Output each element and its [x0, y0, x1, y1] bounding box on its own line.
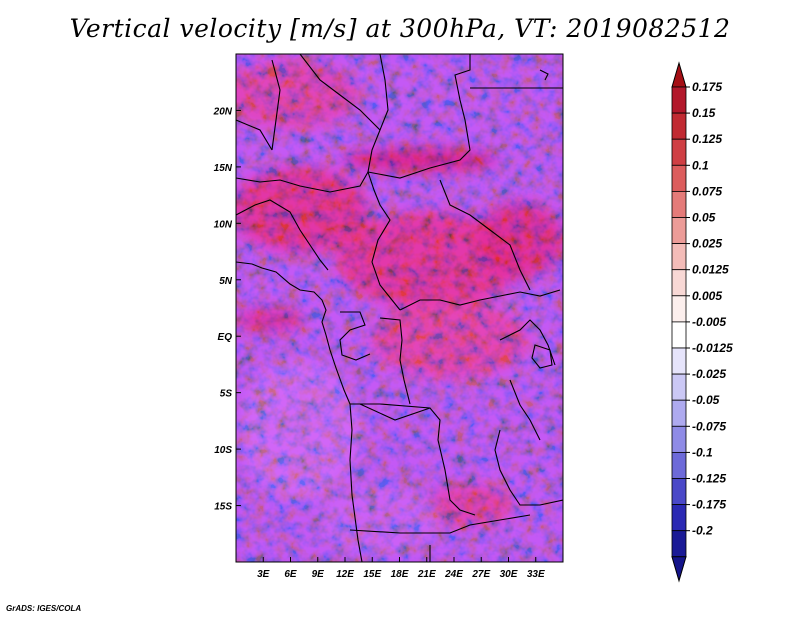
colorbar-label: 0.15	[692, 106, 716, 120]
colorbar-label: -0.005	[692, 315, 726, 329]
colorbar-label: 0.175	[692, 80, 722, 94]
colorbar-label: -0.2	[692, 524, 713, 538]
colorbar-swatch	[671, 425, 687, 453]
lat-tick-label: 5S	[220, 389, 233, 400]
colorbar-label: 0.1	[692, 158, 709, 172]
lon-tick-label: 3E	[257, 569, 270, 580]
colorbar-swatch	[671, 190, 687, 218]
colorbar-label: -0.125	[692, 472, 726, 486]
lon-tick-label: 15E	[363, 569, 381, 580]
colorbar-swatch	[671, 373, 687, 401]
grads-credit: GrADS: IGES/COLA	[6, 604, 82, 613]
colorbar-label: -0.175	[692, 498, 726, 512]
lat-tick-label: 15N	[214, 163, 233, 174]
lon-tick-label: 12E	[336, 569, 354, 580]
colorbar-label: -0.075	[692, 419, 726, 433]
lon-tick-label: 6E	[284, 569, 297, 580]
colorbar-swatch	[671, 347, 687, 375]
colorbar-swatch	[671, 530, 687, 558]
colorbar-swatch	[671, 86, 687, 114]
colorbar-swatch	[671, 295, 687, 323]
lat-tick-label: 5N	[219, 276, 233, 287]
longitude-axis: 3E 6E 9E 12E 15E 18E 21E 24E 27E 30E 33E	[257, 557, 545, 580]
colorbar-swatch	[671, 243, 687, 271]
colorbar-label: 0.125	[692, 132, 722, 146]
lon-tick-label: 18E	[391, 569, 409, 580]
colorbar-swatch	[671, 164, 687, 192]
colorbar-swatch	[671, 451, 687, 479]
lat-tick-label: 15S	[214, 502, 232, 513]
colorbar-label: 0.005	[692, 289, 722, 303]
lat-tick-label: 10S	[214, 445, 232, 456]
map-panel	[236, 54, 563, 562]
colorbar-swatch	[671, 269, 687, 297]
colorbar-bottom-arrow	[671, 556, 687, 583]
lon-tick-label: 21E	[417, 569, 436, 580]
lon-tick-label: 9E	[312, 569, 325, 580]
colorbar-label: 0.05	[692, 211, 716, 225]
colorbar-label: 0.0125	[692, 263, 729, 277]
lat-tick-label: 10N	[214, 219, 233, 230]
colorbar-swatch	[671, 321, 687, 349]
field-texture	[236, 54, 563, 562]
colorbar-label: -0.025	[692, 367, 726, 381]
colorbar-top-arrow	[671, 61, 687, 88]
lat-tick-label: EQ	[218, 332, 233, 343]
lon-tick-label: 27E	[471, 569, 490, 580]
colorbar-label: 0.075	[692, 184, 722, 198]
colorbar: 0.175 0.15 0.125 0.1 0.075 0.05 0.025 0.0125 0.0…	[671, 61, 733, 583]
colorbar-label: -0.0125	[692, 341, 733, 355]
colorbar-swatch	[671, 112, 687, 140]
colorbar-swatch	[671, 478, 687, 506]
colorbar-swatch	[671, 217, 687, 245]
country-borders	[236, 54, 563, 562]
lon-tick-label: 30E	[500, 569, 518, 580]
colorbar-swatch	[671, 504, 687, 532]
lon-tick-label: 24E	[444, 569, 463, 580]
latitude-axis: 20N 15N 10N 5N EQ 5S 10S 15S	[213, 106, 241, 513]
lon-tick-label: 33E	[527, 569, 545, 580]
colorbar-label: 0.025	[692, 237, 722, 251]
lat-tick-label: 20N	[213, 106, 233, 117]
map-title: Vertical velocity [m/s] at 300hPa, VT: 2…	[69, 14, 731, 43]
colorbar-label: -0.05	[692, 393, 720, 407]
colorbar-label: -0.1	[692, 445, 713, 459]
colorbar-swatch	[671, 399, 687, 427]
colorbar-swatch	[671, 138, 687, 166]
